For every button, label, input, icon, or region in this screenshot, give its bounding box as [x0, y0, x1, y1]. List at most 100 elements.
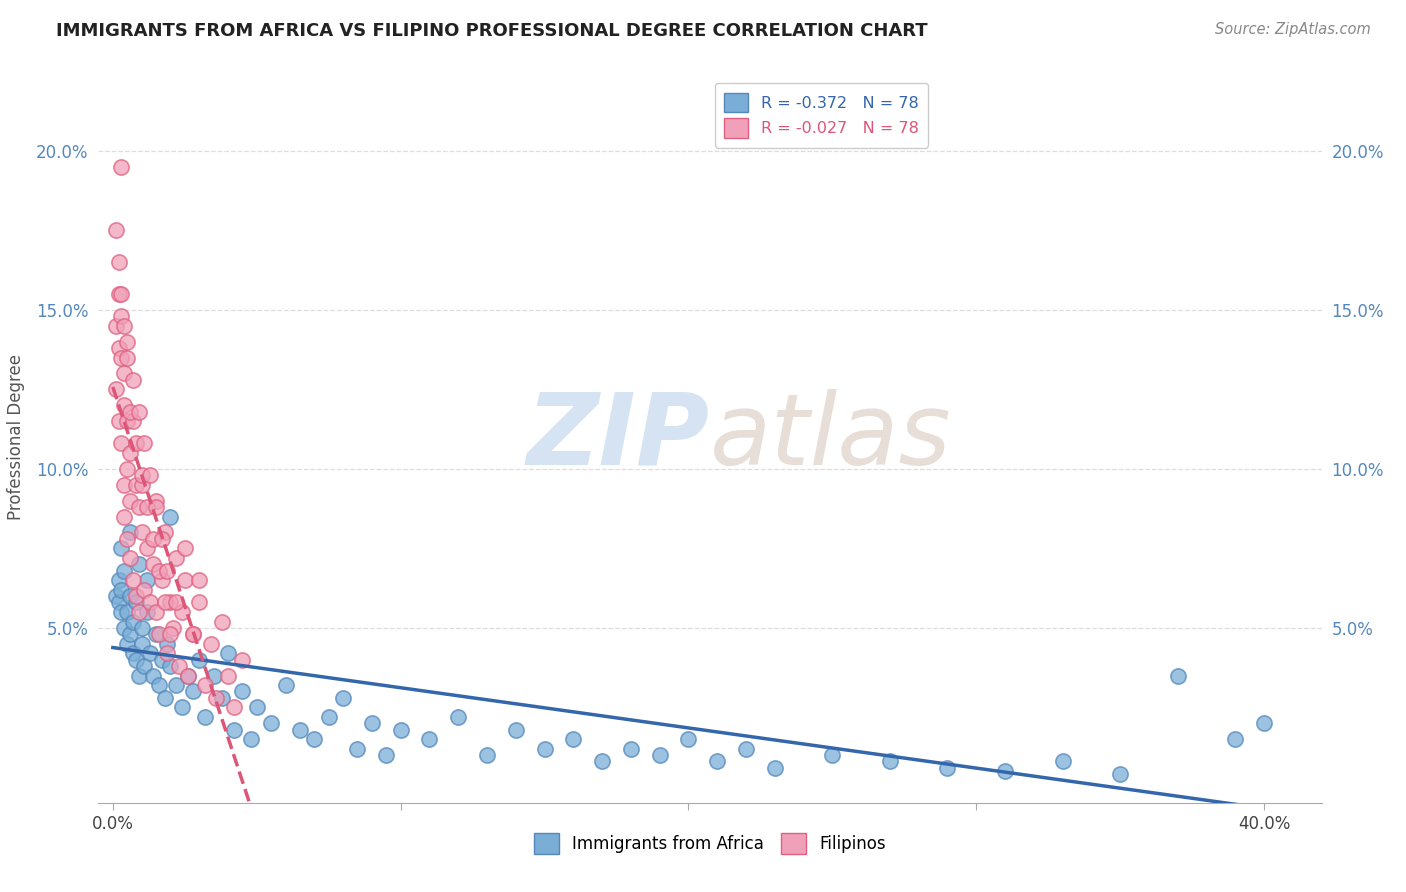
Point: [205, 690, 228, 705]
Point: [107, 341, 129, 355]
Point: [122, 615, 145, 629]
Point: [110, 310, 132, 324]
Point: [131, 477, 153, 491]
Point: [188, 595, 211, 609]
Point: [136, 605, 159, 619]
Point: [150, 653, 173, 667]
Point: [879, 755, 901, 769]
Point: [211, 615, 233, 629]
Point: [112, 477, 135, 491]
Point: [115, 462, 138, 476]
Point: [115, 532, 138, 546]
Point: [131, 525, 153, 540]
Point: [104, 383, 127, 397]
Point: [122, 573, 145, 587]
Point: [763, 761, 786, 775]
Point: [122, 373, 145, 387]
Point: [162, 621, 184, 635]
Point: [222, 700, 245, 714]
Point: [134, 659, 156, 673]
Point: [1225, 732, 1247, 747]
Point: [239, 732, 262, 747]
Point: [735, 741, 758, 756]
Point: [120, 550, 142, 565]
Point: [246, 700, 269, 714]
Point: [145, 605, 167, 619]
Point: [188, 653, 211, 667]
Point: [115, 334, 138, 349]
Point: [217, 646, 239, 660]
Point: [222, 723, 245, 737]
Point: [112, 509, 135, 524]
Point: [104, 589, 127, 603]
Text: ZIP: ZIP: [527, 389, 710, 485]
Text: atlas: atlas: [710, 389, 952, 485]
Point: [136, 573, 159, 587]
Point: [136, 500, 159, 514]
Point: [1253, 716, 1275, 731]
Point: [104, 223, 127, 237]
Point: [156, 637, 179, 651]
Point: [120, 404, 142, 418]
Point: [304, 732, 326, 747]
Point: [148, 678, 170, 692]
Point: [120, 627, 142, 641]
Point: [125, 477, 148, 491]
Point: [706, 755, 728, 769]
Point: [115, 351, 138, 365]
Point: [346, 741, 368, 756]
Point: [128, 500, 150, 514]
Point: [260, 716, 283, 731]
Point: [375, 748, 398, 763]
Point: [139, 468, 162, 483]
Point: [150, 532, 173, 546]
Point: [418, 732, 440, 747]
Point: [202, 668, 225, 682]
Point: [110, 582, 132, 597]
Point: [332, 690, 354, 705]
Point: [211, 690, 233, 705]
Legend: Immigrants from Africa, Filipinos: Immigrants from Africa, Filipinos: [527, 827, 893, 860]
Point: [165, 678, 187, 692]
Point: [231, 653, 253, 667]
Point: [188, 573, 211, 587]
Point: [131, 468, 153, 483]
Point: [183, 627, 205, 641]
Point: [176, 668, 198, 682]
Point: [112, 318, 135, 333]
Point: [115, 637, 138, 651]
Point: [648, 748, 671, 763]
Point: [170, 700, 193, 714]
Point: [107, 595, 129, 609]
Point: [389, 723, 412, 737]
Point: [112, 621, 135, 635]
Point: [159, 509, 181, 524]
Point: [447, 710, 470, 724]
Point: [120, 446, 142, 460]
Point: [176, 668, 198, 682]
Point: [134, 582, 156, 597]
Point: [128, 404, 150, 418]
Point: [165, 595, 187, 609]
Point: [678, 732, 700, 747]
Point: [136, 541, 159, 556]
Point: [120, 589, 142, 603]
Text: IMMIGRANTS FROM AFRICA VS FILIPINO PROFESSIONAL DEGREE CORRELATION CHART: IMMIGRANTS FROM AFRICA VS FILIPINO PROFE…: [56, 22, 928, 40]
Point: [110, 287, 132, 301]
Point: [107, 573, 129, 587]
Point: [200, 637, 222, 651]
Point: [125, 653, 148, 667]
Point: [274, 678, 297, 692]
Point: [173, 541, 195, 556]
Point: [153, 595, 176, 609]
Point: [142, 532, 165, 546]
Point: [122, 414, 145, 428]
Point: [128, 558, 150, 572]
Point: [1109, 767, 1132, 781]
Point: [173, 573, 195, 587]
Point: [821, 748, 844, 763]
Point: [110, 541, 132, 556]
Point: [156, 564, 179, 578]
Point: [128, 668, 150, 682]
Y-axis label: Professional Degree: Professional Degree: [7, 354, 25, 520]
